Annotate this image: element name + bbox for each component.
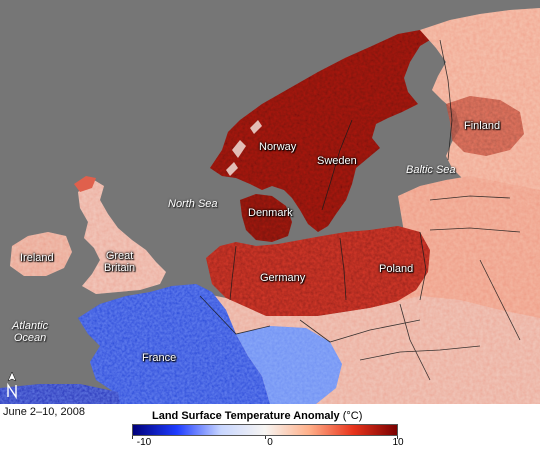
legend-tick-max: 10 xyxy=(392,437,404,448)
denmark-land xyxy=(240,194,292,242)
label-ireland: Ireland xyxy=(20,252,54,264)
legend-tick-mid: 0 xyxy=(267,437,273,448)
ireland-land xyxy=(10,232,72,276)
label-atlantic-ocean: Atlantic Ocean xyxy=(12,320,48,344)
great-britain-land xyxy=(78,180,166,294)
map-canvas xyxy=(0,0,540,404)
scotland-north-isles xyxy=(74,176,96,192)
legend-title: Land Surface Temperature Anomaly (°C) xyxy=(152,410,362,422)
legend-tick-min: -10 xyxy=(136,437,152,448)
north-arrow-icon xyxy=(7,371,17,400)
legend-tick-mark-mid xyxy=(265,436,266,439)
anomaly-map: Norway Sweden Finland Baltic Sea North S… xyxy=(0,0,540,404)
legend-title-text: Land Surface Temperature Anomaly xyxy=(152,410,340,422)
label-atlantic-line2: Ocean xyxy=(13,332,47,344)
central-europe-land xyxy=(206,226,430,318)
label-poland: Poland xyxy=(379,263,414,275)
label-denmark: Denmark xyxy=(248,207,293,219)
legend-color-bar xyxy=(132,424,398,436)
label-germany: Germany xyxy=(260,272,306,284)
legend-tick-mark-max xyxy=(397,436,398,439)
label-sweden: Sweden xyxy=(317,155,357,167)
label-norway: Norway xyxy=(259,141,297,153)
norway-highlights xyxy=(226,120,262,176)
finland-core xyxy=(446,96,524,156)
france-land xyxy=(78,284,270,404)
label-france: France xyxy=(142,352,177,364)
legend-unit: (°C) xyxy=(342,410,363,422)
label-great-britain-line1: Great xyxy=(105,250,134,262)
date-label: June 2–10, 2008 xyxy=(3,406,85,418)
label-finland: Finland xyxy=(464,120,501,132)
country-borders xyxy=(199,39,521,381)
iberia-land xyxy=(0,384,120,404)
label-north-sea: North Sea xyxy=(168,198,218,210)
legend-tick-mark-min xyxy=(132,436,133,439)
label-atlantic-line1: Atlantic xyxy=(12,320,49,332)
label-great-britain: Great Britain xyxy=(104,250,135,274)
label-baltic-sea: Baltic Sea xyxy=(406,164,456,176)
scandinavia-land xyxy=(210,30,440,232)
label-great-britain-line2: Britain xyxy=(104,262,136,274)
alps-land xyxy=(236,326,342,404)
